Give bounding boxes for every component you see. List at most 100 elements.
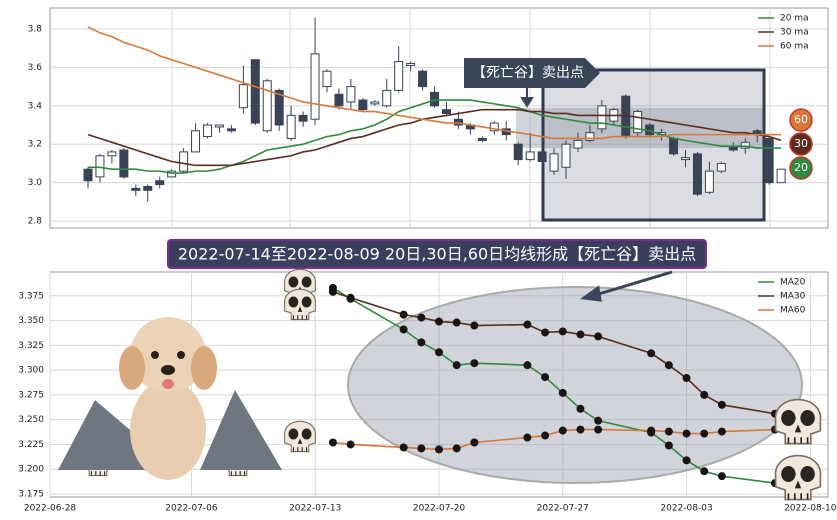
candle-body: [453, 118, 463, 126]
candle-body: [704, 170, 714, 193]
candle-body: [776, 168, 786, 184]
x-tick-label: 2022-06-28: [24, 504, 77, 514]
candle-body: [95, 155, 105, 178]
top-frame: [49, 7, 829, 229]
candle-body: [238, 84, 248, 109]
candle-body: [716, 162, 726, 172]
ma-point: [470, 321, 479, 330]
ma-point: [576, 425, 585, 434]
candle-body: [167, 170, 177, 178]
ma-point: [541, 328, 550, 337]
y-tick-label: 3.6: [28, 63, 43, 73]
ma-point: [523, 433, 532, 442]
ma-point: [700, 390, 709, 399]
annotation: 【死亡谷】卖出点: [472, 65, 584, 81]
ma-point: [417, 338, 426, 347]
y-tick-label: 3.2: [28, 140, 42, 150]
candle-body: [155, 180, 165, 186]
ma-point: [594, 416, 603, 425]
y-tick-label: 3.325: [18, 341, 44, 351]
ma-point: [682, 374, 691, 383]
ma-point: [717, 400, 726, 409]
ma-point: [346, 293, 355, 302]
candle-body: [442, 109, 451, 114]
candle-body: [525, 151, 535, 161]
x-tick-label: 2022-08-10: [784, 504, 837, 514]
candle-body: [214, 124, 224, 128]
y-tick-label: 3.0: [28, 178, 43, 188]
dog-head: [130, 317, 206, 393]
ma-point: [470, 438, 479, 447]
annotation-pointer: [520, 88, 534, 108]
ma-point: [452, 444, 461, 453]
candle-body: [430, 91, 440, 107]
candle-body: [740, 141, 750, 149]
candle-body: [394, 61, 404, 91]
candle-body: [310, 53, 320, 120]
ma-point: [346, 440, 355, 449]
ma-point: [647, 349, 656, 358]
candle-body: [537, 151, 547, 163]
candle-body: [561, 143, 571, 168]
ma-point: [399, 325, 408, 334]
ma-point: [523, 361, 532, 370]
end-label: 20: [794, 161, 808, 174]
ma-point: [541, 373, 550, 382]
legend-label: 20 ma: [780, 14, 809, 24]
ma-point: [647, 426, 656, 435]
mountain: [200, 390, 282, 470]
ma-point: [682, 429, 691, 438]
candle-body: [119, 149, 129, 178]
candle-body: [573, 139, 583, 149]
end-label: 60: [794, 113, 808, 126]
candle-body: [274, 89, 284, 126]
dog-tongue: [162, 379, 174, 389]
candle-body: [633, 111, 643, 134]
candle-body: [358, 99, 368, 111]
ma-point: [664, 441, 673, 450]
x-tick-label: 2022-07-27: [537, 504, 589, 514]
candle-body: [418, 70, 428, 88]
ma-point: [435, 348, 443, 357]
candle-body: [286, 114, 296, 139]
dog-eye: [177, 351, 185, 359]
candle-body: [764, 137, 774, 184]
skull-icon: [774, 398, 822, 445]
candle-body: [692, 153, 702, 195]
candle-body: [382, 89, 392, 107]
candle-body: [250, 59, 260, 124]
x-tick-label: 2022-08-03: [660, 504, 712, 514]
candle-body: [585, 132, 595, 141]
candle-body: [669, 137, 679, 155]
candle-body: [406, 63, 416, 66]
ma-point: [700, 429, 709, 438]
y-tick-label: 3.300: [18, 366, 44, 376]
legend-label: 30 ma: [780, 28, 809, 38]
banner-title: 2022-07-14至2022-08-09 20日,30日,60日均线形成【死亡…: [178, 245, 696, 264]
legend-label: MA30: [780, 292, 806, 302]
ma-point: [452, 318, 461, 327]
dog-ear: [119, 346, 145, 390]
ma-point: [417, 313, 426, 322]
ma-point: [717, 472, 726, 481]
end-marker: [789, 132, 813, 156]
skull-icon: [283, 420, 317, 453]
ma-point: [558, 426, 567, 435]
candle-body: [489, 122, 499, 132]
ma-point: [594, 425, 603, 434]
candle-body: [549, 153, 559, 172]
y-tick-label: 3.8: [28, 24, 43, 34]
candle-body: [322, 70, 332, 88]
candle-body: [334, 93, 344, 107]
x-tick-label: 2022-07-13: [289, 504, 341, 514]
candle-body: [370, 101, 380, 105]
dog-eye: [151, 351, 159, 359]
ma-point: [452, 361, 461, 370]
y-tick-label: 3.4: [28, 101, 43, 111]
ma-point: [576, 404, 585, 413]
ma-point: [594, 332, 603, 341]
y-tick-label: 3.275: [18, 390, 44, 400]
candle-body: [597, 105, 607, 130]
dog-body: [130, 380, 206, 480]
